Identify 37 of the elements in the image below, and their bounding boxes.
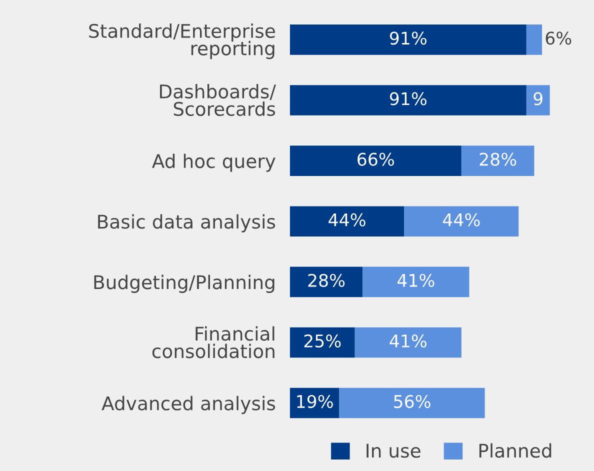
data-label: 56% [394, 394, 430, 408]
data-label: 25% [304, 334, 341, 348]
y-tick-label: Standard/Enterprise reporting [89, 24, 275, 60]
bar [290, 85, 526, 116]
bar [290, 327, 355, 358]
data-label: 41% [397, 274, 434, 287]
bar [290, 206, 404, 237]
data-label: 28% [308, 274, 345, 287]
data-label: 28% [480, 152, 516, 166]
data-label: 6% [546, 32, 572, 45]
data-label: 91% [390, 32, 426, 45]
y-tick-label: Budgeting/Planning [94, 274, 274, 293]
data-label: 44% [442, 213, 480, 226]
bar [290, 146, 462, 176]
y-tick-label: Basic data analysis [98, 214, 276, 232]
bar [404, 206, 519, 237]
y-tick-label: Dashboards/ Scorecards [160, 84, 276, 116]
data-label: 41% [390, 334, 426, 348]
bar [461, 146, 534, 176]
bar [354, 327, 462, 358]
bar [290, 266, 363, 298]
y-tick-label: Advanced analysis [102, 396, 276, 414]
data-label: 66% [358, 152, 394, 166]
y-tick-label: Ad hoc query [152, 154, 276, 172]
bar [526, 85, 550, 116]
bar [290, 24, 526, 55]
legend-label: Planned [479, 443, 552, 458]
data-label: 19% [297, 394, 333, 408]
bar [290, 388, 340, 418]
bar [339, 388, 485, 418]
y-tick-label: Financial consolidation [152, 326, 274, 358]
data-label: 44% [328, 213, 366, 226]
data-label: 91% [390, 92, 426, 106]
bar [526, 24, 542, 55]
legend-label: In use [366, 444, 420, 458]
data-label: 9 [534, 92, 542, 106]
bar [362, 266, 470, 298]
